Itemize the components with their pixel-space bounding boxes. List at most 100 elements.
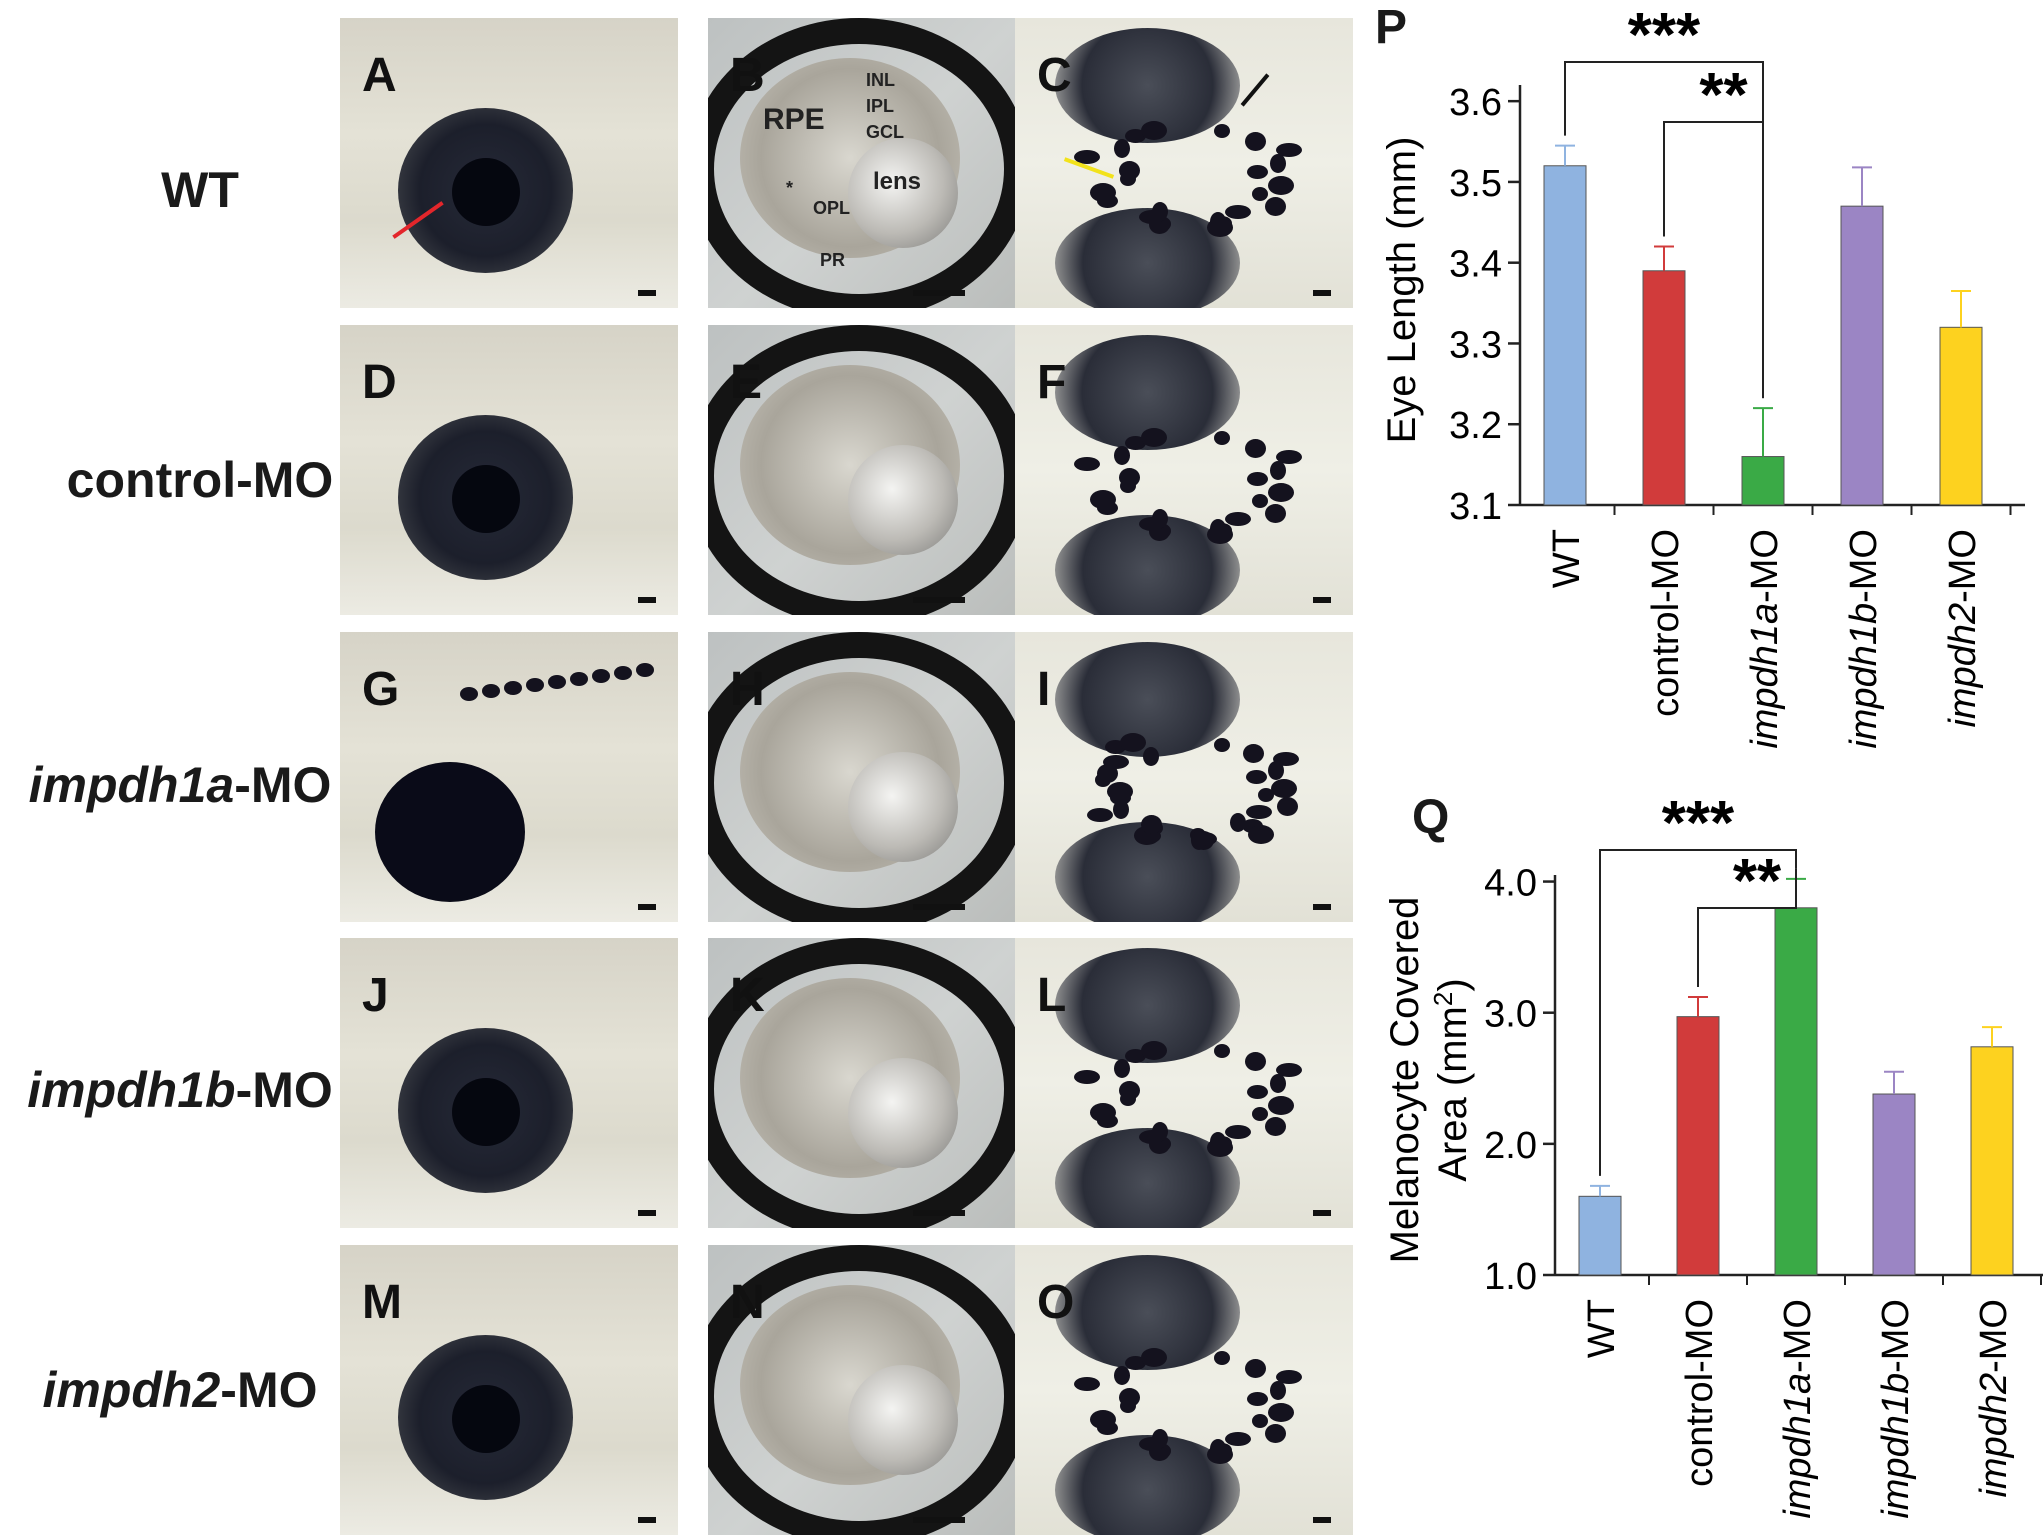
panel-letter: L: [1037, 969, 1067, 1022]
significance-label: **: [1733, 847, 1782, 916]
melanophore: [636, 663, 654, 677]
scale-bar: [638, 290, 656, 296]
scale-bar: [638, 1210, 656, 1216]
melanophore: [1207, 1444, 1234, 1464]
y-tick-label: 3.3: [1449, 324, 1502, 366]
section-label-pr: PR: [820, 250, 846, 270]
melanophore: [1213, 1043, 1230, 1058]
melanophore: [1251, 1414, 1268, 1429]
melanophore: [1269, 460, 1286, 480]
significance-bracket: [1599, 849, 1797, 1176]
melanophore: [1140, 1040, 1167, 1060]
melanophore: [1268, 176, 1295, 196]
melanophore: [1265, 196, 1287, 216]
y-tick-label: 1.0: [1484, 1256, 1537, 1298]
bar-control: [1642, 270, 1686, 506]
melanophore: [1114, 445, 1131, 465]
lens: [848, 445, 958, 555]
melanophore: [1246, 1392, 1268, 1407]
melanophore: [1124, 1049, 1146, 1063]
melanophore: [1073, 1069, 1100, 1084]
scale-bar: [913, 1210, 965, 1216]
panel-letter: A: [362, 49, 397, 102]
melanophore: [1251, 494, 1268, 509]
melanophore: [1207, 524, 1234, 544]
row-label-wt: WT: [161, 162, 239, 218]
bar-impdh1b: [1840, 205, 1884, 506]
panel-letter: J: [362, 969, 389, 1022]
panel-letter: F: [1037, 356, 1067, 409]
melanophore: [1191, 831, 1208, 851]
scale-bar: [913, 1517, 965, 1523]
scale-bar: [1313, 597, 1331, 603]
scale-bar: [638, 1517, 656, 1523]
y-tick-label: 3.5: [1449, 163, 1502, 205]
panel-o: O: [1015, 1245, 1353, 1535]
melanophore: [1152, 202, 1169, 222]
panel-g: G: [340, 632, 678, 922]
panel-e: E: [708, 325, 1046, 615]
pupil: [452, 1078, 520, 1146]
panel-m: M: [340, 1245, 678, 1535]
eye-dorsal-top: [1055, 642, 1240, 757]
panel-letter: H: [730, 663, 765, 716]
melanophore: [1140, 120, 1167, 140]
panel-letter: C: [1037, 49, 1072, 102]
panel-letter: I: [1037, 663, 1051, 716]
melanophore: [1270, 779, 1297, 799]
melanophore: [1124, 129, 1146, 143]
panel-letter: N: [730, 1276, 765, 1329]
melanophore: [1225, 512, 1252, 527]
scale-bar: [1313, 1210, 1331, 1216]
melanophore: [1213, 1350, 1230, 1365]
melanophore: [1225, 1432, 1252, 1447]
panel-n: N: [708, 1245, 1046, 1535]
panel-j: J: [340, 938, 678, 1228]
melanophore: [1114, 138, 1131, 158]
bar-impdh1a: [1774, 907, 1818, 1276]
melanophore: [1248, 824, 1275, 844]
eye: [375, 762, 525, 902]
panel-d: D: [340, 325, 678, 615]
melanophore: [1225, 1125, 1252, 1140]
melanophore: [570, 672, 588, 686]
bar-wt: [1543, 165, 1587, 506]
melanophore: [1276, 1369, 1303, 1384]
scale-bar: [913, 290, 965, 296]
melanophore: [1213, 430, 1230, 445]
panel-letter: K: [730, 969, 765, 1022]
melanophore: [1114, 1058, 1131, 1078]
melanophore: [1207, 1137, 1234, 1157]
chart-q-letter: Q: [1412, 791, 1450, 844]
melanophore: [1269, 1073, 1286, 1093]
melanophore: [1276, 1062, 1303, 1077]
melanophore: [1246, 769, 1268, 784]
black-arrow-icon: [1240, 73, 1270, 107]
lens: [848, 1365, 958, 1475]
melanophore: [1119, 733, 1146, 753]
lens: [848, 752, 958, 862]
melanophore: [1073, 456, 1100, 471]
melanophore: [1207, 217, 1234, 237]
bar-impdh1b: [1872, 1093, 1916, 1276]
melanophore: [1152, 1429, 1169, 1449]
scale-bar: [638, 904, 656, 910]
melanophore: [1089, 1103, 1116, 1123]
melanophore: [1257, 788, 1274, 803]
pupil: [452, 158, 520, 226]
bar-wt: [1578, 1195, 1622, 1276]
melanophore: [1243, 744, 1265, 764]
melanophore: [1119, 1387, 1141, 1407]
significance-bracket: [1663, 121, 1764, 399]
scale-bar: [1313, 904, 1331, 910]
scale-bar: [913, 597, 965, 603]
panel-h: H: [708, 632, 1046, 922]
section-label-inl: INL: [866, 70, 895, 90]
panel-f: F: [1015, 325, 1353, 615]
y-tick-label: 3.6: [1449, 82, 1502, 124]
lens: [848, 1058, 958, 1168]
panel-a: A: [340, 18, 678, 308]
melanophore: [1124, 436, 1146, 450]
melanophore: [1089, 490, 1116, 510]
significance-label: ***: [1662, 789, 1735, 858]
